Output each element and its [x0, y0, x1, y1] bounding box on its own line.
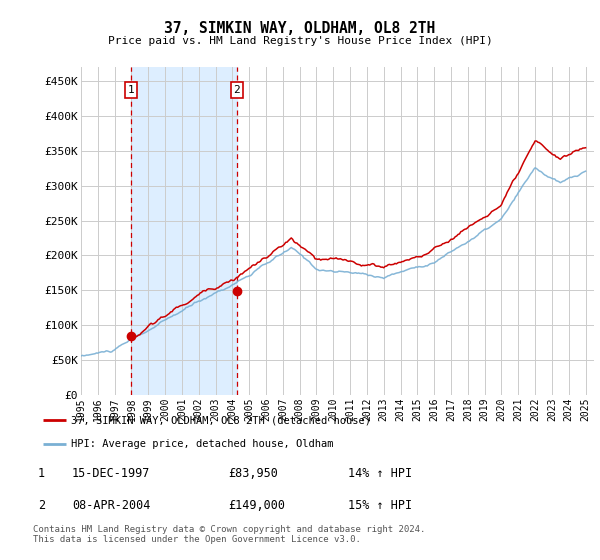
Text: Price paid vs. HM Land Registry's House Price Index (HPI): Price paid vs. HM Land Registry's House …	[107, 36, 493, 46]
Text: 1: 1	[38, 466, 45, 480]
Text: HPI: Average price, detached house, Oldham: HPI: Average price, detached house, Oldh…	[71, 439, 334, 449]
Text: Contains HM Land Registry data © Crown copyright and database right 2024.
This d: Contains HM Land Registry data © Crown c…	[33, 525, 425, 544]
Text: 15-DEC-1997: 15-DEC-1997	[72, 466, 151, 480]
Text: 37, SIMKIN WAY, OLDHAM, OL8 2TH: 37, SIMKIN WAY, OLDHAM, OL8 2TH	[164, 21, 436, 36]
Text: 08-APR-2004: 08-APR-2004	[72, 499, 151, 512]
Text: 2: 2	[38, 499, 45, 512]
Bar	[131, 67, 237, 395]
Text: 15% ↑ HPI: 15% ↑ HPI	[348, 499, 412, 512]
Text: 37, SIMKIN WAY, OLDHAM, OL8 2TH (detached house): 37, SIMKIN WAY, OLDHAM, OL8 2TH (detache…	[71, 415, 371, 425]
Text: £83,950: £83,950	[228, 466, 278, 480]
Text: 2: 2	[233, 85, 240, 95]
Text: 14% ↑ HPI: 14% ↑ HPI	[348, 466, 412, 480]
Text: £149,000: £149,000	[228, 499, 285, 512]
Text: 1: 1	[127, 85, 134, 95]
